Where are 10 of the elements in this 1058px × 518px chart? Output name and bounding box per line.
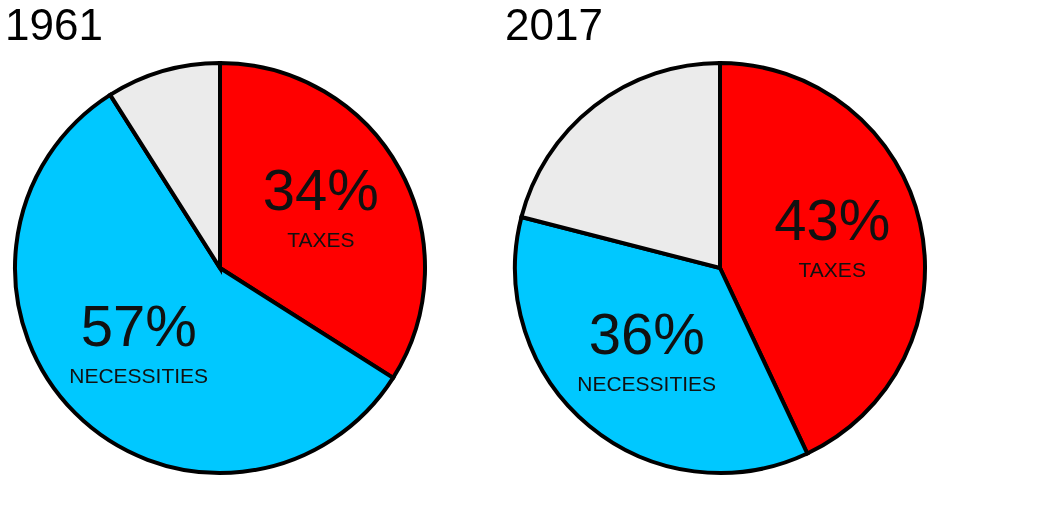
slice-label: TAXES bbox=[798, 257, 866, 281]
data-label: 34% bbox=[262, 156, 379, 222]
slice-label: NECESSITIES bbox=[69, 364, 209, 388]
chart-title: 2017 bbox=[505, 0, 603, 49]
slice-label: TAXES bbox=[287, 227, 355, 251]
slice-label: NECESSITIES bbox=[577, 371, 717, 395]
data-label: 43% bbox=[774, 186, 891, 252]
chart-title: 1961 bbox=[5, 0, 103, 49]
data-label: 36% bbox=[588, 300, 705, 366]
data-label: 57% bbox=[80, 293, 197, 359]
